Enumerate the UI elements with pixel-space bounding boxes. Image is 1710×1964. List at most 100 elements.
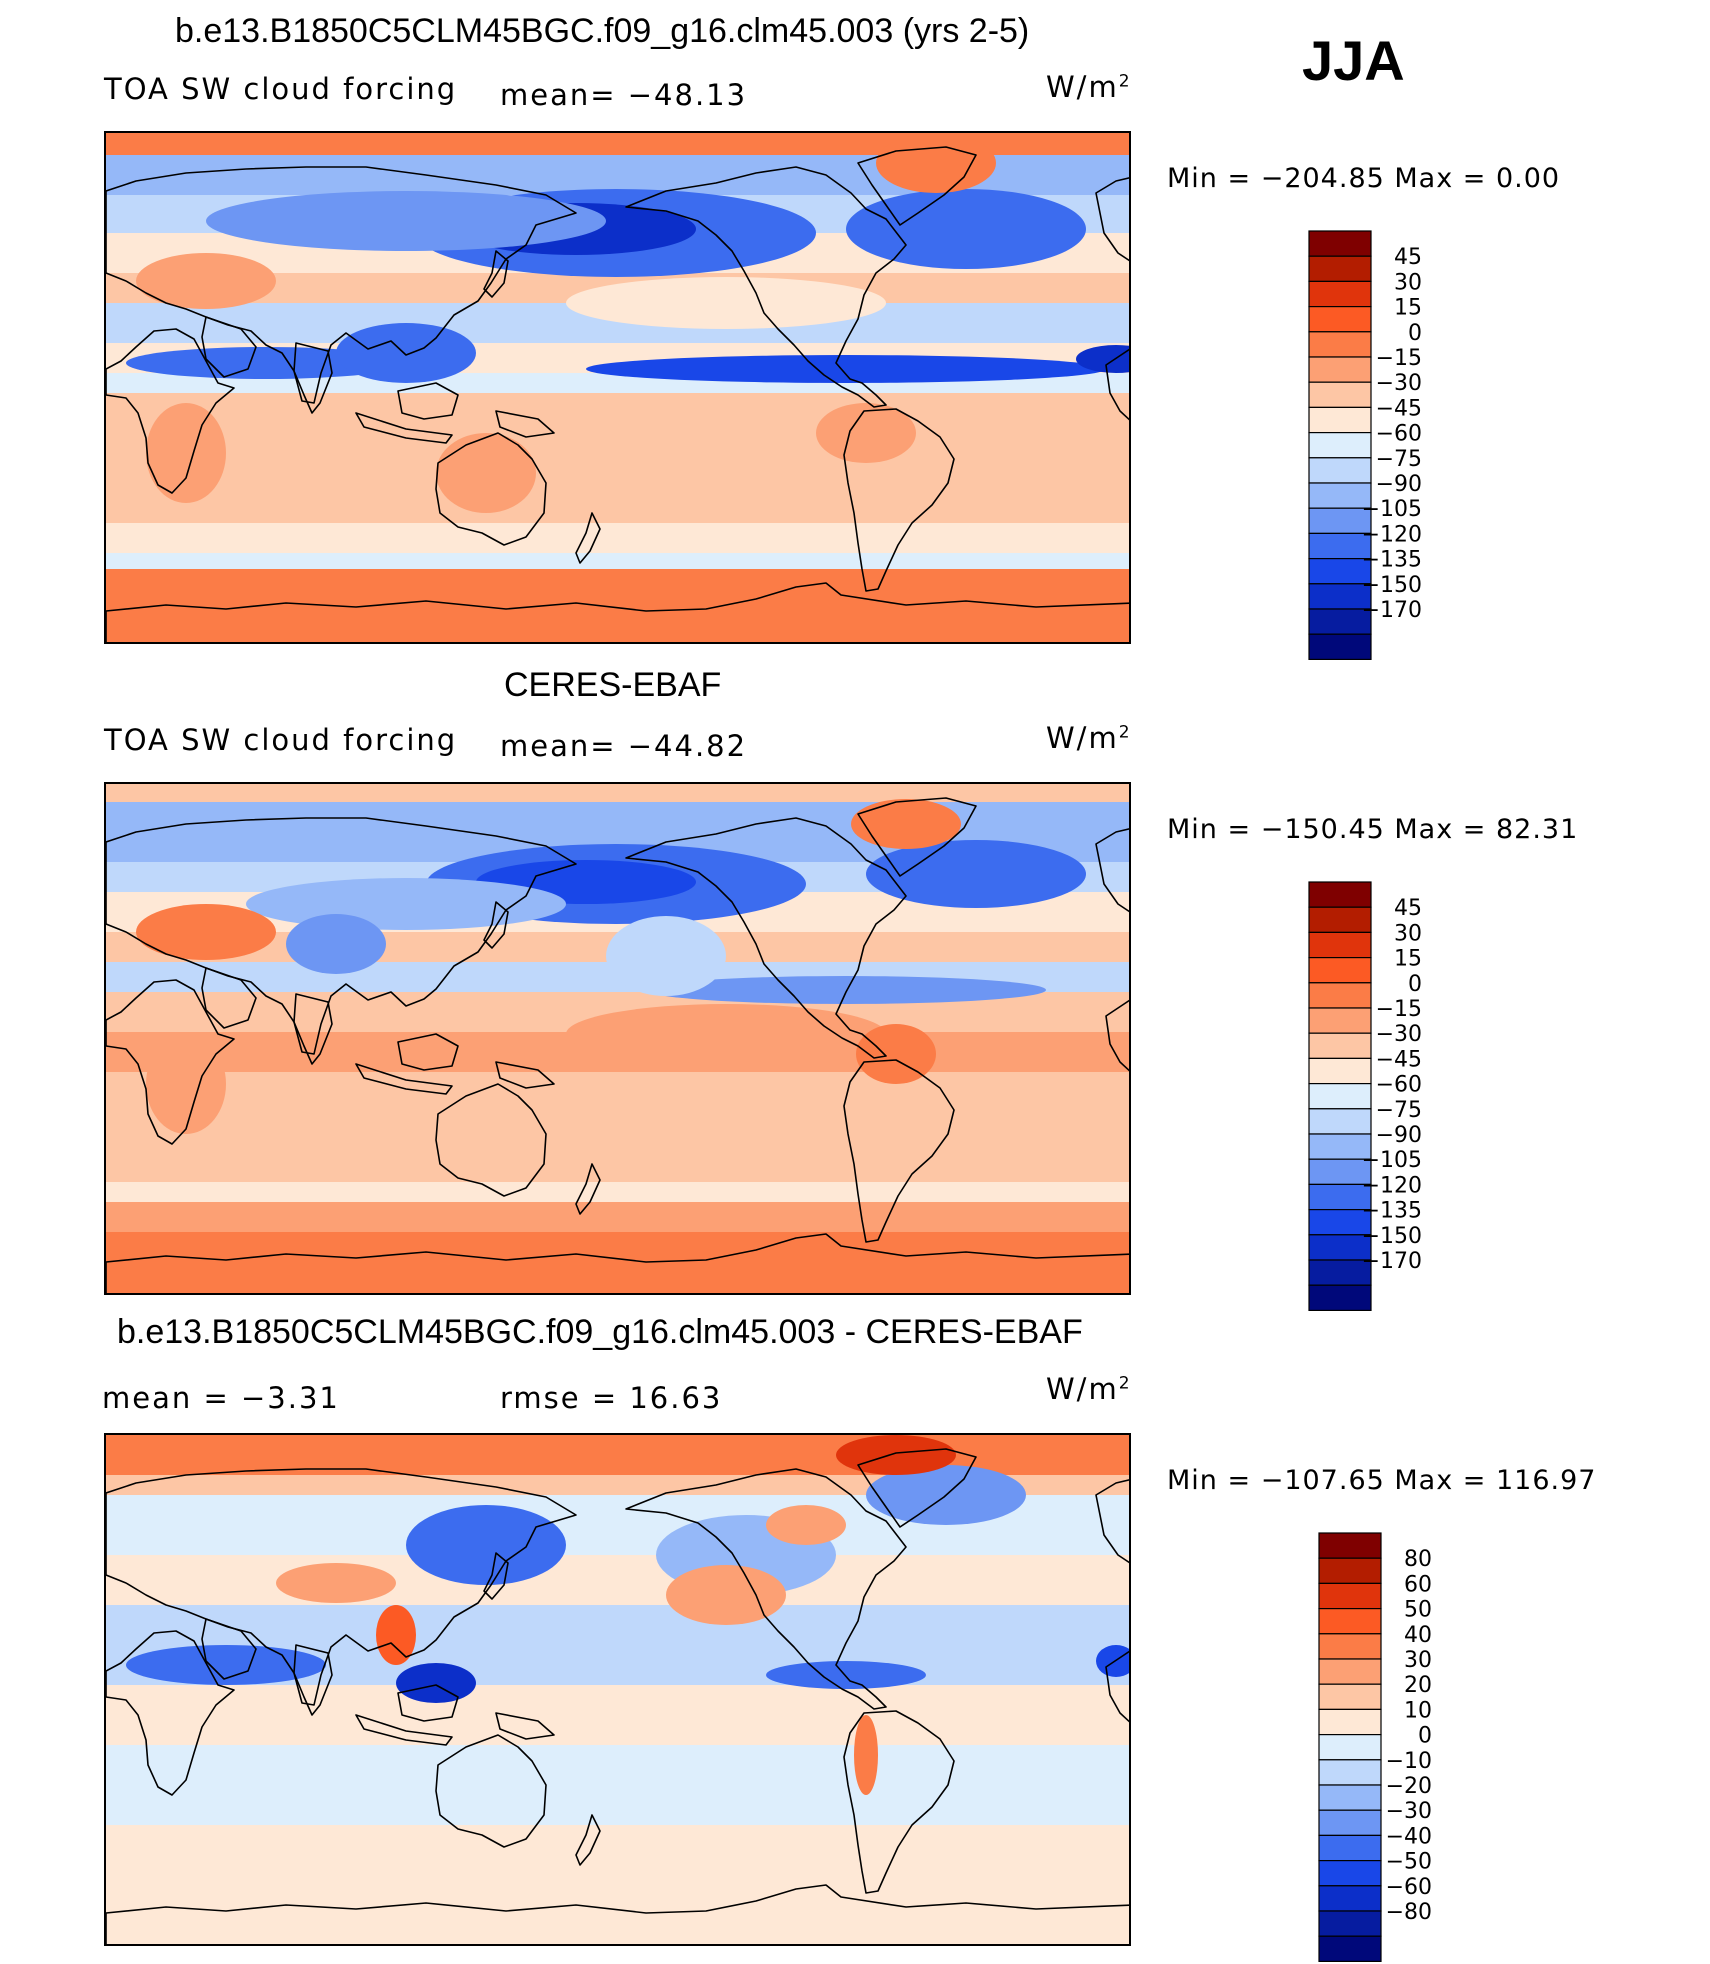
colorbar-segment xyxy=(1308,507,1372,535)
coastline xyxy=(483,250,509,298)
colorbar-segment xyxy=(1318,1910,1382,1937)
map-contour-band xyxy=(106,1745,1129,1825)
coastline xyxy=(106,1233,1129,1293)
map-contour-region xyxy=(846,189,1086,269)
colorbar-tick-label: −40 xyxy=(1386,1824,1432,1849)
colorbar-segment xyxy=(1308,956,1372,984)
colorbar-tick-label: 30 xyxy=(1394,921,1422,946)
panel1-units-exp: 2 xyxy=(1118,71,1132,92)
colorbar-tick-label: −150 xyxy=(1362,1224,1422,1249)
coastline xyxy=(106,582,1129,642)
map-contour-region xyxy=(406,1505,566,1585)
colorbar-segment xyxy=(1318,1658,1382,1685)
map-contour-region xyxy=(1096,1645,1129,1677)
coastline xyxy=(293,342,333,414)
map-contour-band xyxy=(106,1232,1129,1293)
colorbar-tick-label: −120 xyxy=(1362,1173,1422,1198)
colorbar-segment xyxy=(1308,432,1372,459)
map-contour-band xyxy=(106,463,1129,523)
colorbar-tick-label: 60 xyxy=(1404,1572,1432,1597)
colorbar-segment xyxy=(1308,280,1372,308)
colorbar-tick-label: 0 xyxy=(1408,972,1422,997)
panel3-minmax: Min = −107.65 Max = 116.97 xyxy=(1167,1465,1597,1496)
colorbar-tick-label: 50 xyxy=(1404,1598,1432,1623)
coastline xyxy=(435,1083,547,1197)
colorbar-segment xyxy=(1318,1759,1382,1786)
coastline xyxy=(857,1448,977,1528)
map-contour-region xyxy=(136,904,276,960)
colorbar-tick-label: 0 xyxy=(1408,321,1422,346)
map-contour-region xyxy=(854,1715,878,1795)
colorbar-tick-label: −30 xyxy=(1376,1022,1422,1047)
coastline xyxy=(355,412,453,444)
panel2-variable-label: TOA SW cloud forcing xyxy=(104,723,458,757)
coastline xyxy=(1105,348,1129,421)
panel2-units-exp: 2 xyxy=(1118,722,1132,743)
coastline xyxy=(397,382,459,420)
panel2-title: CERES-EBAF xyxy=(504,666,722,704)
colorbar-segment xyxy=(1318,1834,1382,1862)
colorbar-tick-label: −90 xyxy=(1376,1123,1422,1148)
coastline xyxy=(1095,1479,1129,1564)
panel2-minmax: Min = −150.45 Max = 82.31 xyxy=(1167,814,1579,845)
colorbar-segment xyxy=(1318,1708,1382,1736)
coastline xyxy=(106,1884,1129,1944)
panel1-map xyxy=(104,131,1131,644)
map-contour-band xyxy=(106,1072,1129,1132)
coastline xyxy=(201,316,257,378)
coastline xyxy=(397,1684,459,1722)
colorbar-segment xyxy=(1318,1935,1382,1963)
colorbar-tick-label: −45 xyxy=(1376,1047,1422,1072)
map-contour-region xyxy=(856,1024,936,1084)
map-contour-band xyxy=(106,393,1129,463)
coastline xyxy=(1095,828,1129,913)
colorbar-segment xyxy=(1308,1007,1372,1034)
coastline xyxy=(355,1063,453,1095)
colorbar-tick-label: 80 xyxy=(1404,1547,1432,1572)
panel2-colorbar: 45 30 15 0 −15 −30 −45 −60 −75 −90 −105 −120 −135 −15… xyxy=(1308,881,1468,1313)
colorbar-tick-label: −135 xyxy=(1362,548,1422,573)
colorbar-tick-label: 45 xyxy=(1394,896,1422,921)
colorbar-segment xyxy=(1308,1209,1372,1236)
colorbar-tick-label: 15 xyxy=(1394,296,1422,321)
coastline xyxy=(1105,1650,1129,1723)
map-contour-region xyxy=(566,1004,886,1064)
colorbar-segment xyxy=(1318,1734,1382,1761)
colorbar-segment xyxy=(1308,1259,1372,1286)
coastline xyxy=(857,146,977,226)
colorbar-tick-label: −90 xyxy=(1376,472,1422,497)
map-contour-band xyxy=(106,133,1129,155)
colorbar-tick-label: −45 xyxy=(1376,396,1422,421)
map-contour-region xyxy=(396,1663,476,1703)
map-contour-band xyxy=(106,523,1129,553)
map-contour-region xyxy=(836,1435,956,1475)
map-contour-band xyxy=(106,569,1129,642)
coastline xyxy=(201,967,257,1029)
colorbar-segment xyxy=(1318,1683,1382,1710)
coastline xyxy=(483,1552,509,1600)
colorbar-segment xyxy=(1308,406,1372,434)
coastline xyxy=(1095,177,1129,262)
coastline xyxy=(106,328,235,494)
colorbar-segment xyxy=(1308,633,1372,661)
colorbar-segment xyxy=(1308,532,1372,560)
colorbar-segment xyxy=(1318,1607,1382,1635)
coastline xyxy=(843,408,955,592)
colorbar-segment xyxy=(1308,608,1372,635)
map-contour-region xyxy=(286,914,386,974)
coastline xyxy=(1105,999,1129,1072)
map-contour-region xyxy=(646,976,1046,1004)
map-contour-region xyxy=(126,347,406,379)
coastline xyxy=(843,1710,955,1894)
panel3-units-label: W/m2 xyxy=(1046,1372,1132,1406)
map-contour-region xyxy=(146,403,226,503)
colorbar-tick-label: 30 xyxy=(1404,1648,1432,1673)
colorbar-segment xyxy=(1308,906,1372,934)
coastline xyxy=(435,432,547,546)
colorbar-segment xyxy=(1308,1158,1372,1186)
map-contour-region xyxy=(586,355,1106,383)
colorbar-tick-label: −170 xyxy=(1362,1249,1422,1274)
colorbar-tick-label: 15 xyxy=(1394,947,1422,972)
colorbar-segment xyxy=(1318,1809,1382,1837)
